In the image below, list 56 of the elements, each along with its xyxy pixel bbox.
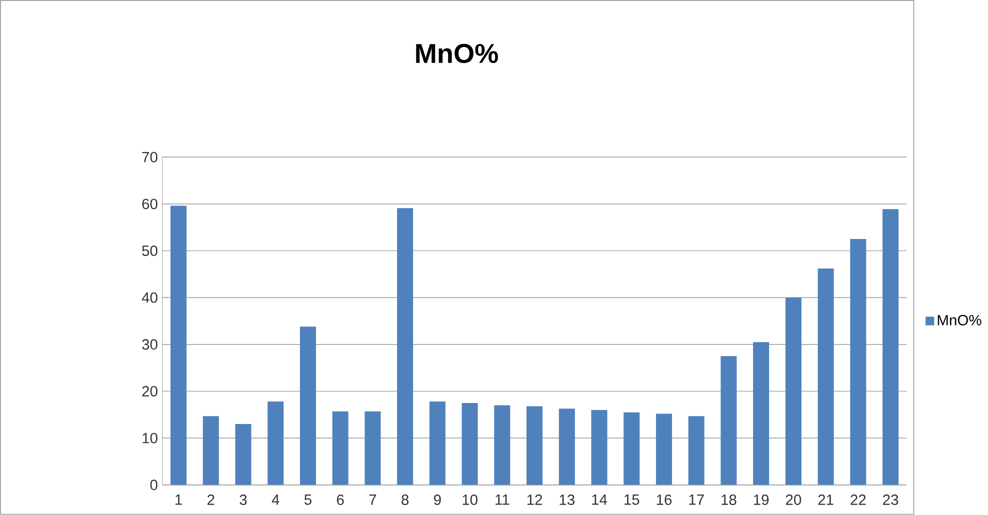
x-tick-label: 6 (336, 494, 344, 506)
bar (494, 405, 510, 485)
y-tick-label: 70 (142, 152, 158, 162)
x-tick-label: 20 (786, 494, 802, 506)
legend-label: MnO% (938, 314, 982, 326)
bar (688, 416, 704, 485)
bar (364, 411, 381, 485)
x-tick-label: 5 (304, 494, 312, 505)
bar (300, 326, 316, 485)
x-tick-label: 9 (434, 494, 441, 506)
bar (268, 402, 284, 485)
y-tick-label: 50 (142, 246, 158, 256)
x-tick-label: 8 (402, 494, 409, 506)
x-tick-label: 15 (624, 494, 640, 505)
x-tick-label: 4 (272, 494, 280, 505)
y-tick-label: 10 (142, 432, 158, 444)
x-tick-label: 7 (369, 494, 376, 505)
bar (818, 268, 834, 485)
bar (656, 414, 672, 485)
x-tick-label: 14 (592, 494, 608, 505)
bar (753, 342, 770, 485)
bar (558, 408, 575, 485)
y-tick-label: 40 (142, 292, 158, 303)
x-tick-label: 17 (689, 494, 704, 505)
x-tick-label: 21 (818, 494, 834, 505)
y-tick-label: 30 (142, 339, 158, 350)
bar (462, 403, 478, 485)
bar (720, 356, 737, 485)
x-tick-label: 12 (527, 494, 542, 505)
x-tick-label: 16 (656, 494, 672, 506)
x-tick-label: 18 (722, 494, 736, 506)
chart-title: MnO% (416, 44, 498, 64)
x-tick-label: 1 (176, 494, 182, 505)
x-tick-label: 13 (560, 494, 574, 506)
x-tick-label: 19 (754, 494, 769, 506)
y-tick-label: 0 (150, 480, 158, 490)
bar (882, 209, 899, 485)
bar (526, 406, 543, 485)
x-tick-label: 23 (883, 494, 898, 506)
bar (202, 416, 219, 485)
y-tick-label: 20 (142, 386, 158, 397)
bar (170, 206, 187, 485)
x-tick-label: 11 (496, 494, 510, 505)
bar (785, 298, 802, 485)
x-tick-label: 22 (850, 494, 866, 505)
x-tick-label: 2 (208, 494, 214, 505)
bar (397, 208, 414, 485)
x-tick-label: 10 (462, 494, 478, 506)
y-tick-label: 60 (142, 198, 158, 210)
bar (235, 424, 252, 485)
x-tick-label: 3 (240, 494, 247, 506)
bar (332, 411, 348, 485)
bar (624, 412, 640, 485)
bar (429, 402, 446, 485)
bar (591, 410, 608, 485)
bar (850, 239, 866, 485)
